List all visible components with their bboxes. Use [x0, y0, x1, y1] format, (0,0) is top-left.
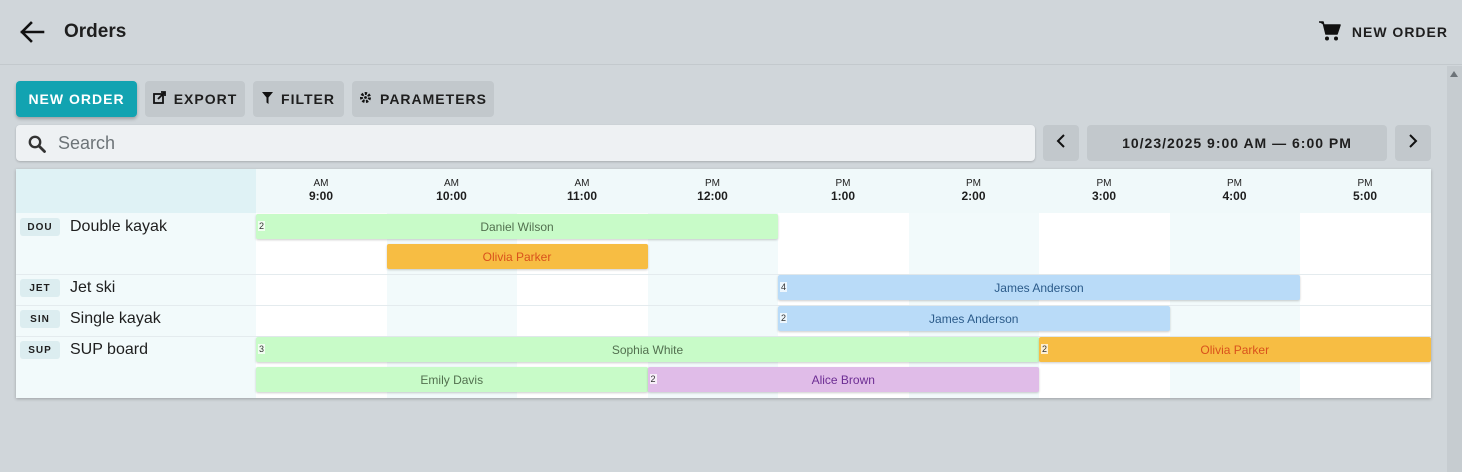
tick-ampm: PM: [1227, 178, 1242, 189]
scrollbar[interactable]: [1447, 66, 1462, 472]
order-bar[interactable]: Emily Davis: [256, 367, 648, 392]
order-bar[interactable]: 2 Daniel Wilson: [256, 214, 778, 239]
export-icon: [152, 91, 166, 107]
parameters-button[interactable]: PARAMETERS: [352, 81, 494, 117]
order-count-badge: 2: [1041, 344, 1049, 354]
order-customer-name: Daniel Wilson: [480, 219, 554, 234]
tick-time: 3:00: [1091, 189, 1117, 203]
new-order-label: NEW ORDER: [28, 91, 125, 107]
row-divider: [16, 336, 1431, 337]
resource-code-badge: DOU: [20, 218, 60, 236]
tick-ampm: PM: [966, 178, 981, 189]
timeline-header: AM 9:00 AM 10:00 AM 11:00 PM 12:00 PM 1:00 PM 2:00 P…: [256, 169, 1431, 213]
timeline-tick: PM 5:00: [1325, 178, 1405, 204]
timeline-tick: PM 2:00: [934, 178, 1014, 204]
scheduler-corner: [16, 169, 256, 213]
search-icon: [28, 135, 46, 158]
chevron-left-icon: [1056, 133, 1066, 153]
order-count-badge: 4: [780, 282, 788, 292]
page-title: Orders: [64, 21, 127, 42]
back-arrow-icon[interactable]: [18, 20, 46, 44]
row-divider: [16, 274, 1431, 275]
search-input[interactable]: [58, 125, 1018, 161]
tick-time: 1:00: [830, 189, 856, 203]
order-bar[interactable]: 2 James Anderson: [778, 306, 1170, 331]
cart-icon: [1318, 20, 1342, 45]
tick-time: 11:00: [566, 189, 598, 203]
tick-time: 5:00: [1352, 189, 1378, 203]
date-range-button[interactable]: 10/23/2025 9:00 AM — 6:00 PM: [1087, 125, 1387, 161]
tick-time: 2:00: [961, 189, 986, 203]
app-bar: Orders NEW ORDER: [0, 0, 1462, 65]
parameters-label: PARAMETERS: [380, 91, 487, 107]
order-bar[interactable]: 2 Olivia Parker: [1039, 337, 1431, 362]
timeline-tick: PM 3:00: [1064, 178, 1144, 204]
timeline-tick: AM 10:00: [412, 178, 492, 204]
resource-code-badge: JET: [20, 279, 60, 297]
order-count-badge: 2: [780, 313, 788, 323]
timeline-tick: AM 9:00: [281, 178, 361, 204]
filter-label: FILTER: [281, 91, 335, 107]
order-customer-name: Alice Brown: [811, 372, 875, 387]
order-bar[interactable]: 3 Sophia White: [256, 337, 1039, 362]
order-customer-name: James Anderson: [929, 311, 1019, 326]
filter-button[interactable]: FILTER: [253, 81, 344, 117]
filter-icon: [262, 91, 274, 107]
resource-label: SIN Single kayak: [20, 308, 161, 330]
tick-time: 4:00: [1222, 189, 1247, 203]
timeline-tick: PM 12:00: [673, 178, 753, 204]
scroll-up-arrow-icon[interactable]: [1450, 71, 1458, 77]
tick-ampm: AM: [574, 178, 590, 189]
timeline-tick: AM 11:00: [542, 178, 622, 204]
gear-icon: [359, 91, 372, 107]
order-customer-name: Sophia White: [611, 342, 684, 357]
order-customer-name: Olivia Parker: [1200, 342, 1270, 357]
order-customer-name: Olivia Parker: [482, 249, 552, 264]
order-bar[interactable]: 4 James Anderson: [778, 275, 1300, 300]
tick-time: 12:00: [697, 189, 728, 203]
date-range-label: 10/23/2025 9:00 AM — 6:00 PM: [1122, 135, 1352, 151]
order-customer-name: Emily Davis: [420, 372, 484, 387]
tick-ampm: AM: [444, 178, 459, 189]
resource-code-badge: SIN: [20, 310, 60, 328]
next-period-button[interactable]: [1395, 125, 1431, 161]
tick-ampm: PM: [705, 178, 720, 189]
resource-label: SUP SUP board: [20, 339, 148, 361]
previous-period-button[interactable]: [1043, 125, 1079, 161]
timeline-tick: PM 1:00: [803, 178, 883, 204]
resource-label: JET Jet ski: [20, 277, 115, 299]
order-customer-name: James Anderson: [994, 280, 1084, 295]
resource-name: Jet ski: [70, 279, 116, 296]
order-count-badge: 2: [258, 221, 266, 231]
new-order-button[interactable]: NEW ORDER: [16, 81, 137, 117]
row-divider: [16, 305, 1431, 306]
order-bar[interactable]: Olivia Parker: [386, 244, 648, 269]
tick-ampm: PM: [1096, 178, 1112, 189]
export-button[interactable]: EXPORT: [145, 81, 245, 117]
tick-ampm: AM: [313, 178, 329, 189]
header-new-order-button[interactable]: NEW ORDER: [1318, 20, 1448, 44]
resource-name: SUP board: [70, 341, 148, 358]
search-bar: [16, 125, 1035, 161]
timeline-tick: PM 4:00: [1195, 178, 1275, 204]
order-bar[interactable]: 2 Alice Brown: [647, 367, 1039, 392]
scheduler-grid: AM 9:00 AM 10:00 AM 11:00 PM 12:00 PM 1:00 PM 2:00 P…: [16, 169, 1431, 398]
tick-ampm: PM: [835, 178, 851, 189]
chevron-right-icon: [1408, 133, 1418, 153]
tick-ampm: PM: [1357, 178, 1373, 189]
tick-time: 9:00: [308, 189, 334, 203]
resource-name: Double kayak: [70, 218, 167, 235]
resource-code-badge: SUP: [20, 341, 60, 359]
resource-label: DOU Double kayak: [20, 216, 167, 238]
header-new-order-label: NEW ORDER: [1351, 24, 1448, 40]
order-count-badge: 2: [649, 374, 657, 384]
tick-time: 10:00: [436, 189, 467, 203]
export-label: EXPORT: [173, 91, 238, 107]
resource-name: Single kayak: [70, 310, 161, 327]
order-count-badge: 3: [258, 344, 266, 354]
